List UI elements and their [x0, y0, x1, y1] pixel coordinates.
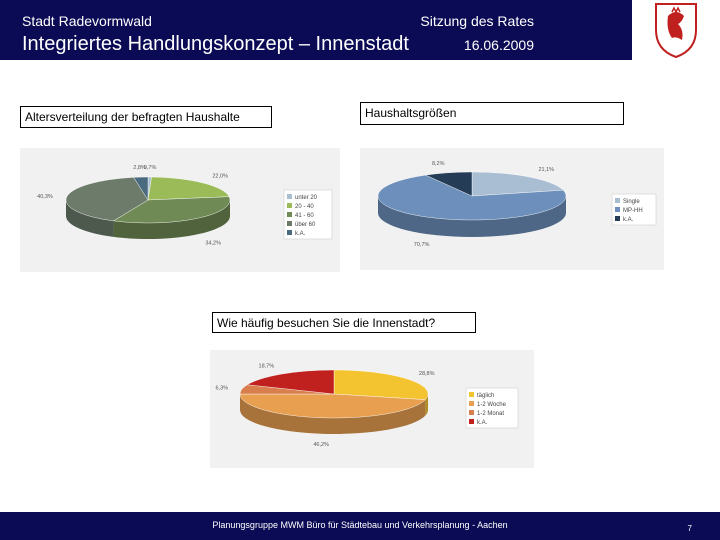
legend-swatch — [615, 198, 620, 203]
household-chart-panel: 21,1% 70,7% 8,2% Single MP-HH k.A. — [360, 148, 664, 270]
legend-label: k.A. — [623, 217, 634, 223]
value-label: 0,7% — [144, 165, 157, 171]
legend-swatch — [469, 392, 474, 397]
legend-label: 1-2 Woche — [477, 402, 507, 408]
legend-label: unter 20 — [295, 195, 318, 201]
legend-label: 1-2 Monat — [477, 411, 504, 417]
pie-slice-MP-HH — [377, 174, 567, 221]
value-label: 18,7% — [259, 364, 275, 370]
pie-side-täglich — [425, 394, 428, 416]
footer-text: Planungsgruppe MWM Büro für Städtebau un… — [212, 520, 508, 530]
value-label: 21,1% — [538, 167, 554, 173]
legend-swatch — [469, 419, 474, 424]
visits-pie-chart: 28,8% 46,2% 6,3% 18,7% täglich 1-2 Woche 1-2 M… — [216, 364, 519, 448]
pie-slice-k.A. — [246, 369, 335, 395]
pie-slice-k.A. — [424, 171, 473, 197]
legend-label: 20 - 40 — [295, 204, 314, 210]
pie-slice-Single — [471, 171, 564, 197]
pie-side-41 - 60 — [113, 200, 230, 239]
value-label: 70,7% — [414, 242, 430, 248]
footer-bar: Planungsgruppe MWM Büro für Städtebau un… — [0, 512, 720, 540]
household-pie-chart: 21,1% 70,7% 8,2% Single MP-HH k.A. — [377, 161, 657, 248]
legend-label: k.A. — [295, 231, 306, 237]
age-chart-label: Altersverteilung der befragten Haushalte — [20, 106, 272, 128]
pie-side-über 60 — [66, 200, 114, 237]
pie-slice-1-2 Woche — [239, 393, 426, 419]
legend-label: Single — [623, 199, 640, 205]
legend-label: über 60 — [295, 222, 316, 228]
value-label: 6,3% — [216, 385, 229, 391]
legend-swatch — [615, 216, 620, 221]
pie-side-MP-HH — [378, 196, 566, 237]
legend-swatch — [287, 203, 292, 208]
org-name: Stadt Radevormwald — [22, 13, 152, 29]
value-label: 28,8% — [419, 371, 435, 377]
value-label: 22,0% — [212, 174, 228, 180]
value-label: 34,2% — [205, 240, 221, 246]
legend-swatch — [287, 212, 292, 217]
legend-box — [465, 387, 519, 429]
pie-slice-20 - 40 — [147, 176, 230, 201]
visits-chart-label: Wie häufig besuchen Sie die Innenstadt? — [212, 312, 476, 333]
legend-label: k.A. — [477, 420, 488, 426]
value-label: 46,2% — [313, 442, 329, 448]
value-label: 8,2% — [432, 161, 445, 167]
legend-label: MP-HH — [623, 208, 643, 214]
legend-swatch — [287, 194, 292, 199]
coat-of-arms-icon — [655, 3, 697, 59]
pie-slice-täglich — [333, 369, 429, 400]
legend-swatch — [469, 410, 474, 415]
legend-swatch — [469, 401, 474, 406]
value-label: 40,3% — [37, 194, 53, 200]
page-number: 7 — [687, 524, 692, 533]
value-label: 2,8% — [133, 165, 146, 171]
legend-label: 41 - 60 — [295, 213, 314, 219]
household-chart-label: Haushaltsgrößen — [360, 102, 624, 125]
legend-swatch — [287, 221, 292, 226]
visits-chart-panel: 28,8% 46,2% 6,3% 18,7% täglich 1-2 Woche 1-2 M… — [210, 350, 534, 468]
age-pie-chart: 0,7% 22,0% 34,2% 40,3% 2,8% unter 20 20 - 40 41… — [37, 165, 333, 246]
header-bar: Stadt Radevormwald Integriertes Handlung… — [0, 0, 632, 60]
crest-area — [632, 0, 720, 60]
legend-swatch — [287, 230, 292, 235]
legend-swatch — [615, 207, 620, 212]
meeting-name: Sitzung des Rates — [420, 13, 534, 29]
pie-side-1-2 Woche — [240, 394, 426, 434]
meeting-date: 16.06.2009 — [463, 37, 534, 53]
age-chart-panel: 0,7% 22,0% 34,2% 40,3% 2,8% unter 20 20 - 40 41… — [20, 148, 340, 272]
pie-slice-k.A. — [133, 176, 149, 201]
legend-label: täglich — [477, 393, 494, 399]
pie-slice-über 60 — [65, 177, 149, 222]
page-title: Integriertes Handlungskonzept – Innensta… — [22, 33, 409, 55]
